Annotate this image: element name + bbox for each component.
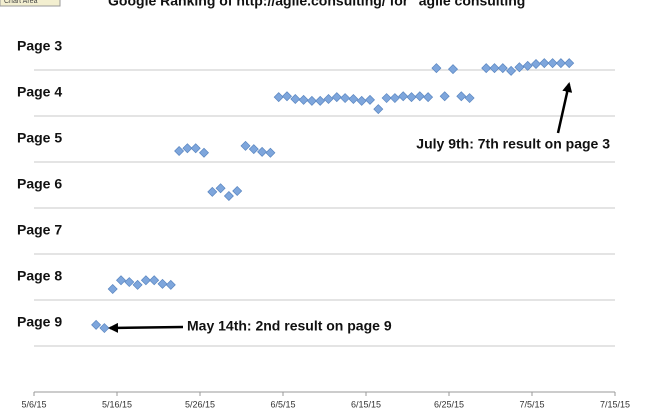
point [282, 91, 292, 102]
y-tick-label: Page 5 [17, 130, 62, 146]
tooltip-box [0, 0, 61, 7]
arrow [108, 322, 184, 333]
x-tick-label: 5/26/15 [185, 399, 215, 409]
point [199, 147, 209, 158]
point [107, 283, 118, 294]
point [91, 319, 102, 330]
x-tick-label: 5/6/15 [21, 399, 46, 409]
y-tick-label: Page 8 [17, 268, 62, 284]
point [116, 275, 126, 286]
x-tick-label: 5/16/15 [102, 399, 132, 409]
point [207, 186, 218, 197]
point [265, 147, 276, 158]
x-tick-label: 6/5/15 [270, 399, 295, 409]
point [190, 143, 201, 154]
point [273, 92, 284, 103]
point [506, 65, 517, 76]
point [348, 93, 359, 104]
point [165, 279, 176, 290]
point [140, 275, 151, 286]
annotation: May 14th: 2nd result on page 9 [187, 318, 392, 334]
point [439, 91, 450, 102]
point [340, 93, 351, 104]
point [182, 143, 193, 154]
point [215, 183, 226, 194]
point [514, 62, 525, 73]
point [406, 92, 417, 103]
point [157, 278, 168, 289]
point [315, 95, 326, 106]
point [481, 63, 492, 74]
y-tick-label: Page 4 [17, 84, 62, 100]
point [555, 58, 566, 69]
arrow [556, 82, 573, 134]
point [431, 63, 442, 74]
point [381, 93, 392, 104]
point [232, 185, 243, 196]
point [448, 64, 458, 75]
point [423, 92, 434, 103]
point [223, 191, 234, 202]
point [489, 63, 500, 74]
point [389, 93, 400, 104]
chart-title: Google Ranking of http://agile.consultin… [108, 0, 532, 9]
point [539, 58, 550, 69]
point [290, 93, 301, 104]
point [414, 91, 425, 102]
point [564, 58, 575, 69]
point [248, 144, 259, 155]
point [373, 104, 384, 115]
point [547, 58, 558, 69]
y-tick-label: Page 3 [17, 38, 62, 54]
point [497, 63, 508, 74]
point [240, 140, 251, 151]
point [365, 94, 375, 105]
x-tick-label: 7/15/15 [600, 399, 630, 409]
point [531, 59, 541, 70]
x-tick-label: 6/25/15 [434, 399, 464, 409]
point [257, 146, 268, 157]
point [323, 93, 334, 104]
y-tick-label: Page 7 [17, 222, 62, 238]
point [149, 275, 160, 286]
y-tick-label: Page 6 [17, 176, 62, 192]
point [464, 93, 475, 104]
point [174, 145, 185, 156]
tooltip: Chart Area [4, 0, 38, 5]
point [331, 92, 342, 103]
x-tick-label: 7/5/15 [519, 399, 544, 409]
annotation: July 9th: 7th result on page 3 [416, 136, 610, 152]
y-tick-label: Page 9 [17, 314, 62, 330]
point [522, 60, 533, 71]
point [298, 94, 309, 105]
point [456, 91, 467, 102]
point [398, 91, 409, 102]
x-tick-label: 6/15/15 [351, 399, 381, 409]
point [124, 277, 135, 288]
point [306, 95, 317, 106]
point [356, 95, 367, 106]
point [99, 323, 110, 334]
point [132, 279, 143, 290]
plot-area: Page 3 Page 4 Page 5 Page 6 Page 7 Page 8 Page… [17, 38, 630, 410]
